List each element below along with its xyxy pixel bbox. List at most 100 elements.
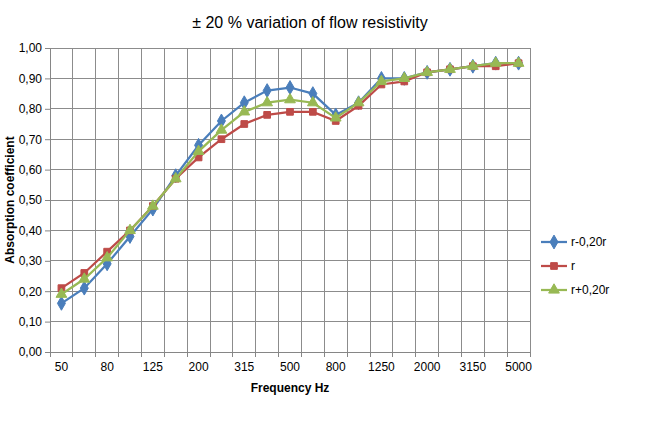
gridline-y [50, 139, 530, 140]
x-axis: 50801252003155008001250200031505000 [51, 352, 533, 374]
x-tick: 5000 [505, 352, 532, 374]
gridline-y [50, 78, 530, 79]
gridline-y [50, 260, 530, 261]
series-line [61, 63, 518, 303]
x-axis-line [51, 352, 531, 353]
series-marker [376, 75, 387, 84]
x-tick: 1250 [368, 352, 395, 374]
x-divider-tick [507, 352, 508, 357]
y-tick: 0,80 [19, 102, 50, 116]
series-marker [56, 288, 67, 297]
x-tick-label: 800 [326, 360, 346, 374]
x-divider-tick [324, 352, 325, 357]
x-divider-tick [484, 352, 485, 357]
y-tick-label: 0,20 [19, 285, 43, 299]
x-tick: 800 [326, 352, 346, 374]
x-divider-tick [95, 352, 96, 357]
y-tick-mark [45, 48, 50, 49]
category-divider [255, 48, 256, 352]
series-marker [467, 60, 478, 69]
y-tick: 0,70 [19, 133, 50, 147]
x-tick-label: 50 [55, 360, 69, 374]
x-tick-label: 315 [234, 360, 254, 374]
series-marker [241, 121, 248, 128]
series-marker [239, 106, 250, 115]
y-tick-label: 0,60 [19, 163, 43, 177]
x-tick: 80 [100, 352, 114, 374]
y-tick-label: 1,00 [19, 41, 43, 55]
x-tick-label: 200 [189, 360, 209, 374]
y-tick-mark [45, 139, 50, 140]
chart: 0,000,100,200,300,400,500,600,700,800,90… [0, 0, 669, 432]
y-tick: 0,30 [19, 254, 50, 268]
category-divider [141, 48, 142, 352]
gridline-y [50, 230, 530, 231]
y-tick-mark [45, 322, 50, 323]
y-tick-mark [45, 200, 50, 201]
y-tick-mark [45, 170, 50, 171]
legend-label: r [571, 259, 575, 273]
category-divider [530, 48, 531, 352]
legend-label: r-0,20r [571, 235, 606, 249]
gridline-y [50, 291, 530, 292]
x-tick-label: 1250 [368, 360, 395, 374]
series-marker [193, 145, 204, 154]
legend-item: r [541, 259, 575, 273]
series-marker [286, 81, 294, 95]
x-tick-label: 3150 [460, 360, 487, 374]
x-divider-tick [461, 352, 462, 357]
category-divider [324, 48, 325, 352]
y-axis: 0,000,100,200,300,400,500,600,700,800,90… [19, 41, 51, 359]
y-tick: 0,50 [19, 193, 50, 207]
x-divider-tick [278, 352, 279, 357]
x-tick: 50 [55, 352, 69, 374]
x-divider-tick [530, 352, 531, 357]
y-tick: 0,00 [19, 345, 50, 359]
category-divider [278, 48, 279, 352]
y-tick: 0,90 [19, 72, 50, 86]
gridline-y [50, 169, 530, 170]
series-marker [147, 200, 158, 209]
category-divider [164, 48, 165, 352]
series-marker [513, 57, 524, 66]
x-divider-tick [347, 352, 348, 357]
x-tick: 200 [189, 352, 209, 374]
series-marker [422, 66, 433, 75]
category-divider [484, 48, 485, 352]
y-axis-line [50, 49, 51, 353]
gridline-y [50, 352, 530, 353]
y-tick-label: 0,90 [19, 72, 43, 86]
series-marker [287, 108, 294, 115]
series-marker [264, 112, 271, 119]
x-divider-tick [232, 352, 233, 357]
y-tick-label: 0,00 [19, 345, 43, 359]
series-marker [399, 72, 410, 81]
x-tick-label: 80 [100, 360, 114, 374]
category-divider [187, 48, 188, 352]
series-marker [216, 124, 227, 133]
series-marker [218, 136, 225, 143]
y-tick-label: 0,50 [19, 193, 43, 207]
series-marker [102, 252, 113, 261]
x-divider-tick [72, 352, 73, 357]
legend-label: r+0,20r [571, 283, 609, 297]
x-tick-label: 5000 [505, 360, 532, 374]
x-divider-tick [255, 352, 256, 357]
title: ± 20 % variation of flow resistivity [192, 14, 428, 31]
legend-marker [550, 235, 558, 249]
category-divider [301, 48, 302, 352]
y-tick-mark [45, 352, 50, 353]
gridline-y [50, 48, 530, 49]
legend-item: r-0,20r [541, 235, 606, 249]
x-tick: 125 [143, 352, 163, 374]
category-divider [118, 48, 119, 352]
x-tick-label: 125 [143, 360, 163, 374]
series-marker [445, 63, 456, 72]
x-divider-tick [415, 352, 416, 357]
y-tick-label: 0,80 [19, 102, 43, 116]
category-divider [461, 48, 462, 352]
y-tick-label: 0,30 [19, 254, 43, 268]
grid [50, 48, 530, 352]
category-divider [210, 48, 211, 352]
plot: 0,000,100,200,300,400,500,600,700,800,90… [19, 41, 533, 373]
